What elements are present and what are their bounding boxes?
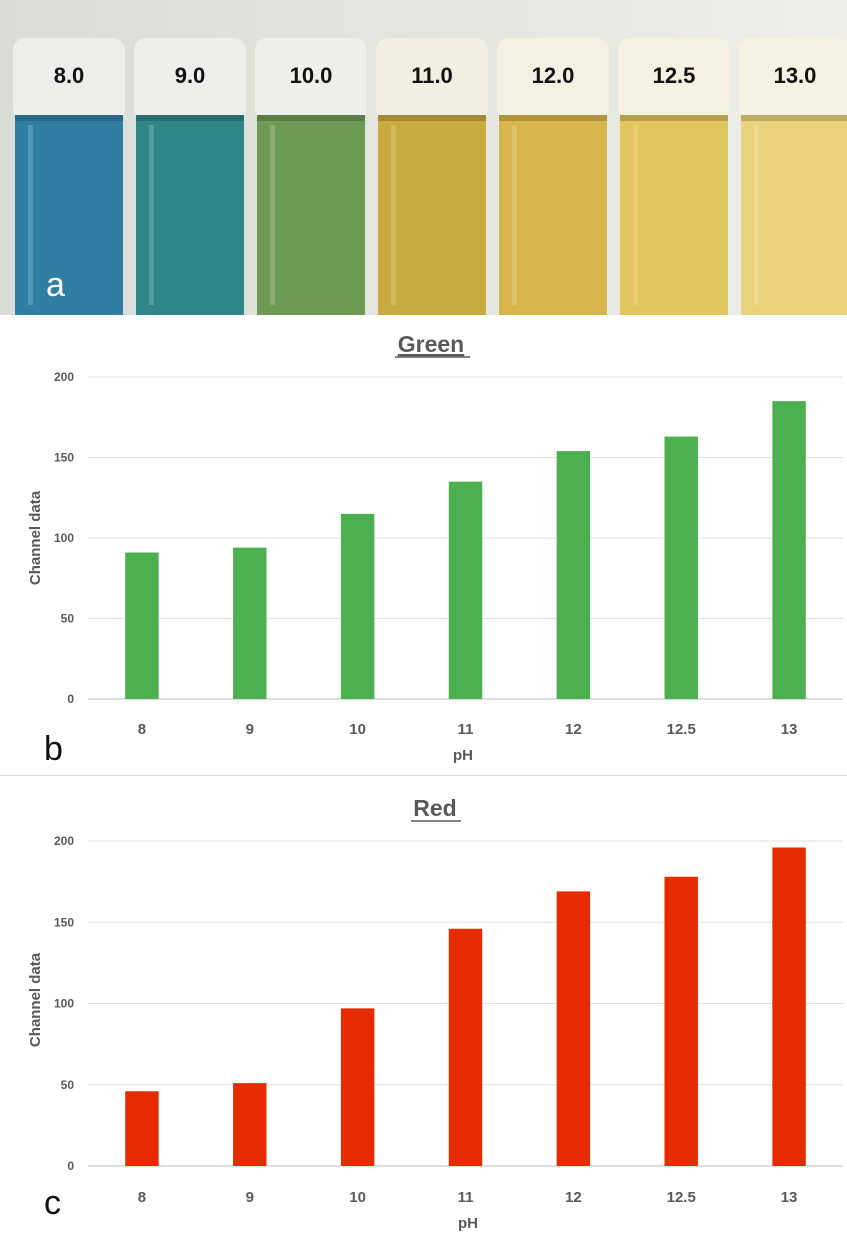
bar [340, 513, 375, 699]
tube-highlight [632, 125, 638, 305]
tube-photo: 8.0 9.0 10.0 11.0 12.0 12.5 13.0 a [0, 0, 847, 315]
tube-rim [741, 115, 847, 121]
x-tick-label: 8 [138, 721, 146, 738]
tube-highlight [753, 125, 759, 305]
tube-label: 12.0 [532, 63, 575, 88]
tube-highlight [511, 125, 517, 305]
panel-letter-a: a [46, 266, 65, 304]
tube-highlight [390, 125, 396, 305]
bar [448, 928, 483, 1166]
x-tick-label: 13 [781, 721, 798, 738]
chart-title: Red [413, 795, 456, 821]
x-tick-label: 12.5 [667, 1189, 696, 1206]
tube: 12.5 [618, 38, 730, 315]
x-axis-label: pH [453, 747, 473, 764]
tube-liquid [499, 115, 607, 315]
tube: 11.0 [376, 38, 488, 315]
panel-divider [0, 775, 847, 776]
y-axis-label: Channel data [27, 490, 44, 585]
bar [664, 876, 698, 1166]
tube: 13.0 [739, 38, 847, 315]
x-tick-label: 13 [781, 1189, 798, 1206]
x-tick-label: 11 [458, 1189, 474, 1206]
tube-label: 8.0 [54, 63, 85, 88]
tube-cap [376, 38, 488, 121]
x-tick-label: 10 [349, 1189, 366, 1206]
chart-title: Green [398, 331, 464, 357]
tube-highlight [27, 125, 33, 305]
tube-cap [739, 38, 847, 121]
tube-highlight [148, 125, 154, 305]
y-tick-label: 200 [54, 834, 74, 848]
bar [233, 547, 267, 699]
tube-rim [620, 115, 728, 121]
y-tick-label: 100 [54, 531, 74, 545]
panel-letter-b: b [44, 730, 63, 768]
x-tick-label: 10 [349, 721, 366, 738]
y-tick-label: 200 [54, 370, 74, 384]
tube-rim [136, 115, 244, 121]
tube: 9.0 [134, 38, 246, 315]
tube-label: 12.5 [653, 63, 696, 88]
x-tick-label: 9 [246, 721, 254, 738]
tube-cap [497, 38, 609, 121]
tube: 10.0 [255, 38, 367, 315]
bar [340, 1008, 375, 1166]
x-tick-label: 9 [246, 1189, 254, 1206]
bar [772, 401, 806, 699]
tube-label: 10.0 [290, 63, 333, 88]
bar [556, 451, 591, 699]
bar [772, 847, 806, 1166]
x-axis-label: pH [458, 1215, 478, 1232]
bar [233, 1083, 267, 1166]
tube-rim [499, 115, 607, 121]
tube-liquid [257, 115, 365, 315]
x-tick-label: 8 [138, 1189, 146, 1206]
tube-highlight [269, 125, 275, 305]
x-tick-label: 12 [565, 1189, 582, 1206]
tube-liquid [378, 115, 486, 315]
tube: 8.0 [13, 38, 125, 315]
tube-cap [13, 38, 125, 121]
tube-label: 11.0 [411, 63, 453, 88]
tube-liquid [15, 115, 123, 315]
bar [664, 436, 698, 699]
y-tick-label: 0 [67, 1159, 74, 1173]
x-tick-label: 12 [565, 721, 582, 738]
tube-cap [134, 38, 246, 121]
y-tick-label: 50 [61, 612, 75, 626]
x-tick-label: 12.5 [667, 721, 696, 738]
tube-label: 13.0 [774, 63, 817, 88]
red-channel-chart: Red 0 50 100 150 200 8 9 10 11 12 12.5 13 Channel d… [27, 795, 843, 1232]
tube-liquid [620, 115, 728, 315]
tube-rim [15, 115, 123, 121]
y-tick-label: 0 [67, 692, 74, 706]
tube-cap [255, 38, 367, 121]
tube-liquid [741, 115, 847, 315]
panel-letter-c: c [44, 1184, 61, 1222]
bar [125, 1091, 159, 1166]
y-tick-label: 150 [54, 451, 74, 465]
tube-rim [378, 115, 486, 121]
x-tick-label: 11 [458, 721, 474, 738]
tube: 12.0 [497, 38, 609, 315]
y-tick-label: 150 [54, 915, 74, 929]
bar [125, 552, 159, 699]
y-tick-label: 50 [61, 1078, 75, 1092]
bar [448, 481, 483, 699]
bar [556, 891, 591, 1166]
tube-label: 9.0 [175, 63, 206, 88]
tube-liquid [136, 115, 244, 315]
green-channel-chart: Green 0 50 100 150 200 8 9 10 11 12 12.5 13 Channel… [27, 331, 843, 768]
y-axis-label: Channel data [27, 952, 44, 1047]
y-tick-label: 100 [54, 997, 74, 1011]
tube-cap [618, 38, 730, 121]
tube-rim [257, 115, 365, 121]
